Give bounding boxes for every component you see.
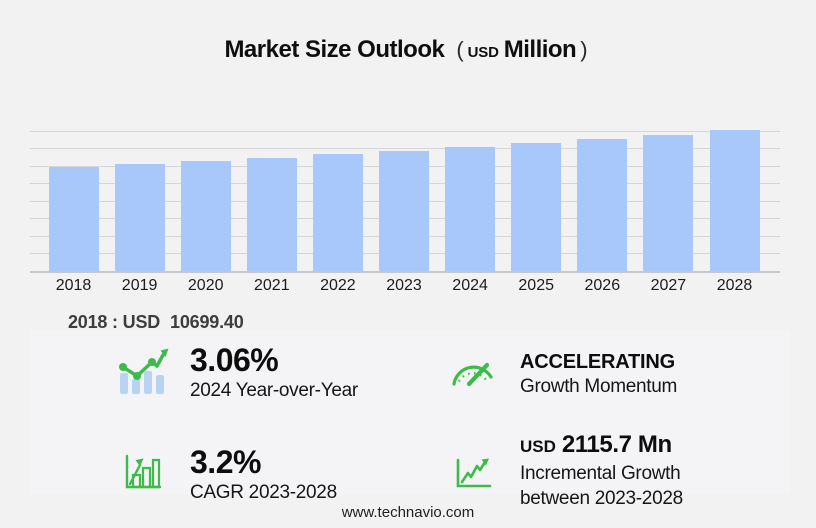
bar-2025 — [511, 143, 562, 271]
stat-incremental-prefix: USD — [520, 437, 556, 456]
year-label: 2027 — [650, 277, 687, 294]
annotation-value: 10699.40 — [170, 312, 244, 332]
bar-slot: 2027 — [635, 113, 701, 294]
stat-yoy-value: 3.06% — [190, 342, 279, 378]
annotation-label: 2018 : USD — [68, 312, 161, 332]
stat-yoy: 3.06% 2024 Year-over-Year — [190, 342, 358, 403]
bar-2022 — [312, 154, 363, 271]
year-label: 2026 — [584, 277, 621, 294]
stat-cagr: 3.2% CAGR 2023-2028 — [190, 444, 337, 505]
year-label: 2019 — [121, 277, 158, 294]
stat-momentum: ACCELERATING Growth Momentum — [520, 350, 677, 399]
bar-chart-trend-icon — [119, 348, 169, 394]
stat-yoy-label: 2024 Year-over-Year — [190, 380, 358, 401]
stat-incremental-label-line1: Incremental Growth — [520, 463, 681, 484]
bar-slot: 2018 — [41, 113, 107, 294]
stat-cagr-label: CAGR 2023-2028 — [190, 482, 337, 503]
bar-2024 — [445, 147, 496, 271]
year-label: 2024 — [452, 277, 488, 294]
year-label: 2025 — [518, 277, 554, 294]
year-label: 2022 — [320, 277, 356, 294]
bar-slot: 2022 — [305, 113, 371, 294]
title-close-paren: ) — [580, 37, 588, 62]
gauge-icon — [452, 362, 493, 387]
year-label: 2023 — [386, 277, 422, 294]
stats-panel: 3.06% 2024 Year-over-Year ACCELERATING G… — [30, 330, 790, 509]
bar-slot: 2023 — [371, 113, 437, 294]
bar-slot: 2021 — [239, 113, 305, 294]
bar-2019 — [114, 164, 165, 271]
bar-slot: 2020 — [173, 113, 239, 294]
title-open-paren: ( — [456, 37, 464, 62]
stat-momentum-label: Growth Momentum — [520, 376, 678, 397]
stat-incremental: USD 2115.7 Mn Incremental Growth between … — [520, 432, 683, 511]
title-main: Market Size Outlook — [224, 36, 445, 63]
first-year-annotation: 2018 : USD 10699.40 — [68, 312, 244, 333]
bar-2020 — [180, 161, 231, 271]
stat-incremental-label-line2: between 2023-2028 — [520, 488, 683, 509]
bar-2021 — [246, 158, 297, 271]
year-label: 2020 — [187, 277, 224, 294]
stat-cagr-value: 3.2% — [190, 444, 261, 480]
bar-slot: 2019 — [107, 113, 173, 294]
bar-growth-icon — [125, 454, 162, 489]
bar-slot: 2024 — [437, 113, 503, 294]
line-growth-icon — [456, 458, 492, 488]
year-label: 2018 — [55, 277, 92, 294]
bar-2026 — [577, 139, 628, 271]
bar-chart: 2018 2019 2020 2021 2022 2023 2024 2025 2026 2027… — [30, 113, 780, 294]
bar-slot: 2025 — [503, 113, 569, 294]
bar-slot: 2028 — [702, 113, 768, 294]
year-label: 2021 — [254, 277, 290, 294]
bar-2028 — [709, 130, 760, 271]
gridline — [30, 148, 780, 150]
stat-momentum-value: ACCELERATING — [520, 351, 676, 373]
stat-incremental-value: 2115.7 Mn — [561, 431, 672, 458]
bar-slot: 2026 — [569, 113, 635, 294]
year-label: 2028 — [716, 277, 753, 294]
title-currency: USD — [467, 44, 499, 61]
gridline — [30, 130, 780, 132]
bar-2027 — [643, 135, 694, 271]
bar-2018 — [48, 167, 99, 271]
website-text: www.technavio.com — [341, 504, 475, 521]
chart-title: Market Size Outlook ( USD Million ) — [0, 36, 816, 64]
bar-2023 — [379, 151, 429, 271]
title-unit: Million — [503, 36, 577, 63]
